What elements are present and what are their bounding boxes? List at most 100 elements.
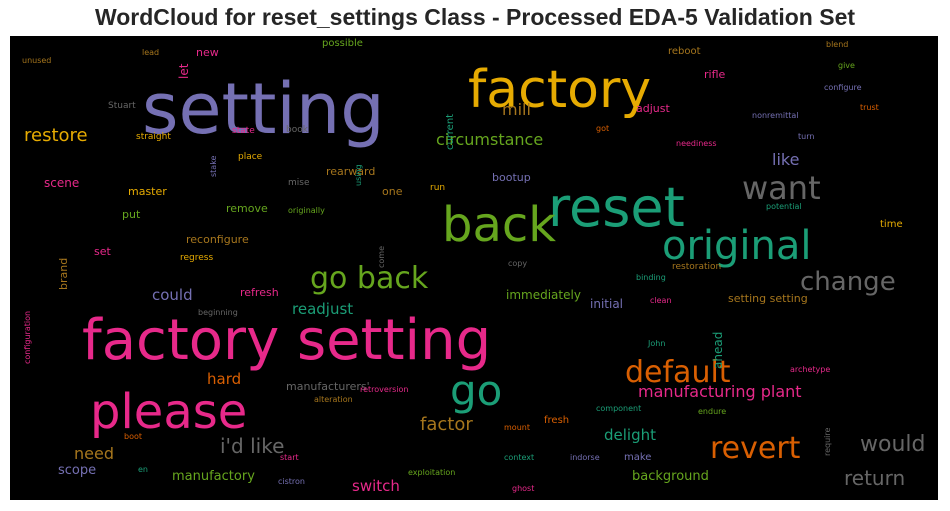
cloud-word: please xyxy=(90,384,248,440)
chart-title: WordCloud for reset_settings Class - Pro… xyxy=(94,4,856,30)
cloud-word: John xyxy=(648,339,666,348)
cloud-word: place xyxy=(238,152,263,162)
cloud-word: originally xyxy=(288,206,325,215)
word-cloud: setting factory reset back original want facto… xyxy=(10,36,938,500)
cloud-word: mill xyxy=(502,100,531,119)
cloud-word: background xyxy=(632,469,709,484)
cloud-word: regress xyxy=(180,253,214,263)
cloud-word: possible xyxy=(322,38,363,49)
cloud-word: time xyxy=(880,219,903,230)
cloud-word: reset xyxy=(548,176,685,239)
cloud-word: binding xyxy=(636,273,666,282)
cloud-word: clean xyxy=(650,296,672,305)
cloud-word: default xyxy=(625,355,731,390)
cloud-word: component xyxy=(596,404,642,413)
cloud-word: scope xyxy=(58,463,97,478)
cloud-word: archetype xyxy=(790,365,831,374)
cloud-word: one xyxy=(382,185,403,198)
cloud-word: neediness xyxy=(676,139,717,148)
cloud-word: hard xyxy=(207,370,242,388)
cloud-word: en xyxy=(138,465,148,474)
cloud-word: blend xyxy=(826,40,849,49)
cloud-word: rearward xyxy=(326,165,376,178)
cloud-word: remove xyxy=(226,202,268,215)
cloud-word: i'd like xyxy=(220,434,285,458)
cloud-word: new xyxy=(196,46,219,59)
cloud-word-vertical: using xyxy=(354,164,363,186)
cloud-word: need xyxy=(74,444,114,463)
cloud-word: go back xyxy=(310,261,429,296)
cloud-word: restore xyxy=(24,125,88,146)
cloud-word: configure xyxy=(824,83,862,92)
cloud-word: put xyxy=(122,208,141,221)
cloud-word: got xyxy=(596,124,610,133)
cloud-word: go xyxy=(450,366,503,415)
cloud-word: ghost xyxy=(512,484,535,493)
cloud-word-vertical: configuration xyxy=(23,310,32,364)
cloud-word: factory xyxy=(468,60,652,120)
cloud-word: setting xyxy=(142,68,385,150)
cloud-word: lead xyxy=(142,48,160,57)
cloud-word: rifle xyxy=(704,68,726,81)
cloud-word: scene xyxy=(44,176,80,190)
cloud-word: revert xyxy=(710,431,801,466)
cloud-word: unused xyxy=(22,56,52,65)
cloud-word: restoration xyxy=(672,262,722,272)
cloud-word: fresh xyxy=(544,415,570,426)
cloud-word: factory setting xyxy=(82,308,492,373)
cloud-word-vertical: current xyxy=(445,113,456,150)
cloud-word: run xyxy=(430,183,446,193)
cloud-word: nonremittal xyxy=(752,111,799,120)
cloud-word: book xyxy=(286,125,308,135)
cloud-word: delight xyxy=(604,426,656,444)
cloud-word: want xyxy=(742,169,821,207)
cloud-word: initial xyxy=(590,297,623,311)
cloud-word: cistron xyxy=(278,477,306,486)
cloud-word: like xyxy=(772,150,800,169)
cloud-word: would xyxy=(860,432,926,457)
cloud-word-vertical: require xyxy=(823,427,832,456)
cloud-word: Stuart xyxy=(108,101,136,111)
cloud-word: mount xyxy=(504,423,530,432)
cloud-word: original xyxy=(662,223,812,269)
cloud-word: give xyxy=(838,61,855,70)
cloud-word-vertical: let xyxy=(177,63,191,79)
cloud-word: endure xyxy=(698,407,727,416)
cloud-word: circumstance xyxy=(436,130,544,149)
cloud-word: return xyxy=(844,466,906,490)
cloud-word: reboot xyxy=(668,46,701,57)
cloud-word: adjust xyxy=(636,102,670,115)
cloud-word: exploitation xyxy=(408,468,456,477)
cloud-word: setting setting xyxy=(728,292,808,305)
cloud-word: factor xyxy=(420,414,473,435)
cloud-word: potential xyxy=(766,202,802,211)
cloud-word: retroversion xyxy=(360,385,409,394)
cloud-word: switch xyxy=(352,477,400,495)
cloud-word: manufactory xyxy=(172,469,255,484)
cloud-word: state xyxy=(232,126,255,136)
cloud-word: copy xyxy=(508,259,528,268)
cloud-word: master xyxy=(128,185,167,198)
cloud-word-vertical: ahead xyxy=(711,331,725,369)
cloud-word: context xyxy=(504,453,535,462)
cloud-word: manufacturing plant xyxy=(638,382,802,401)
cloud-word: change xyxy=(800,267,896,297)
cloud-word: set xyxy=(94,245,111,258)
cloud-word: start xyxy=(280,453,299,462)
cloud-word: indorse xyxy=(570,453,600,462)
cloud-word: mise xyxy=(288,178,310,188)
cloud-word: could xyxy=(152,286,193,304)
cloud-word: alteration xyxy=(314,395,353,404)
cloud-word: trust xyxy=(860,103,879,112)
cloud-word: make xyxy=(624,452,652,463)
cloud-word: straight xyxy=(136,132,171,142)
cloud-word: readjust xyxy=(292,300,354,318)
cloud-word: immediately xyxy=(506,288,581,302)
cloud-word: boot xyxy=(124,432,143,441)
cloud-word: manufacturers' xyxy=(286,380,370,393)
cloud-word: refresh xyxy=(240,286,279,299)
cloud-word: beginning xyxy=(198,308,238,317)
cloud-word: bootup xyxy=(492,171,531,184)
cloud-word-vertical: come xyxy=(377,245,386,268)
cloud-word: turn xyxy=(798,132,815,141)
